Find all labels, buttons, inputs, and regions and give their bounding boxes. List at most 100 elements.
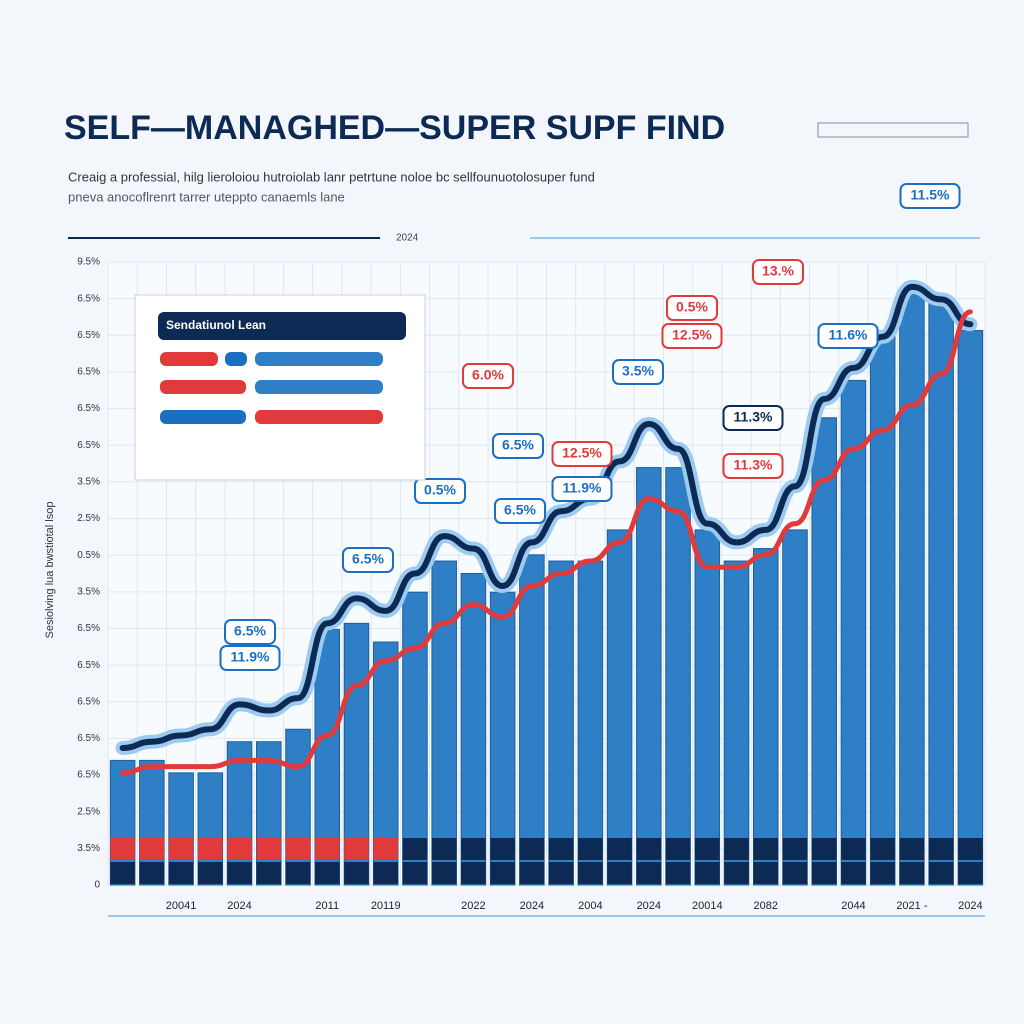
bar xyxy=(489,591,516,886)
bar xyxy=(460,573,487,886)
line xyxy=(119,283,974,751)
bar-foot xyxy=(431,862,457,884)
callout xyxy=(899,183,961,209)
x-tick-label: 20014 xyxy=(692,900,723,912)
y-tick-label: 6.5% xyxy=(77,440,100,451)
bar-foot xyxy=(724,862,749,884)
bar-base xyxy=(578,838,603,860)
callout-label: 11.3% xyxy=(734,409,773,425)
y-tick-label: 6.5% xyxy=(77,293,100,304)
callout-label: 13.% xyxy=(762,263,794,279)
bar xyxy=(899,292,925,886)
bar-base xyxy=(753,838,779,860)
legend-swatch xyxy=(255,352,383,366)
legend-swatch xyxy=(160,352,218,366)
callout xyxy=(752,259,804,285)
x-tick-label: 2024 xyxy=(637,900,661,912)
bar-base xyxy=(782,838,808,860)
bar-foot xyxy=(665,862,691,884)
bar-base xyxy=(607,838,632,860)
x-tick-label: 20119 xyxy=(371,900,401,912)
x-tick-label: 20041 xyxy=(166,900,197,912)
callout xyxy=(666,295,718,321)
bar-foot xyxy=(695,862,720,884)
callout xyxy=(661,323,723,349)
callout xyxy=(462,363,514,389)
y-tick-label: 0.5% xyxy=(77,550,100,561)
x-tick-label: 2024 xyxy=(520,900,544,912)
bar-base xyxy=(490,838,515,860)
bar xyxy=(840,379,867,886)
callout-label: 6.0% xyxy=(472,367,504,383)
bar-foot xyxy=(870,862,895,884)
bar-base xyxy=(461,838,486,860)
bar xyxy=(606,529,633,886)
bar-foot xyxy=(519,862,545,884)
bar xyxy=(957,330,984,886)
y-tick-label: 6.5% xyxy=(77,660,100,671)
bar-base xyxy=(958,838,983,860)
bar-foot xyxy=(198,862,223,884)
bar xyxy=(577,560,604,886)
bar-foot xyxy=(578,862,603,884)
callout-label: 3.5% xyxy=(622,363,654,379)
bar-base xyxy=(110,838,135,860)
bar xyxy=(665,467,691,886)
bar-foot xyxy=(373,862,398,884)
y-axis-title: Sesiolving lua bwstiotal lsop xyxy=(44,502,56,639)
bar-foot xyxy=(548,862,574,884)
y-tick-label: 6.5% xyxy=(77,623,100,634)
bar-base xyxy=(928,838,954,860)
callout-label: 6.5% xyxy=(352,551,384,567)
legend-swatch xyxy=(255,410,383,424)
callout xyxy=(342,547,394,573)
callout-label: 11.9% xyxy=(563,480,602,496)
bar-base xyxy=(841,838,866,860)
y-tick-label: 6.5% xyxy=(77,770,100,781)
bar-base xyxy=(198,838,223,860)
header-note: 2024 xyxy=(396,233,419,244)
bar-base xyxy=(665,838,691,860)
bar-foot xyxy=(490,862,515,884)
bar-base xyxy=(285,838,311,860)
callout-label: 0.5% xyxy=(424,482,456,498)
bar-foot xyxy=(110,862,135,884)
callout-label: 12.5% xyxy=(562,445,602,461)
bar xyxy=(226,741,253,886)
bar-foot xyxy=(314,862,340,884)
bar-base xyxy=(724,838,749,860)
bar-base xyxy=(227,838,252,860)
bar-foot xyxy=(168,862,194,884)
bar xyxy=(694,529,721,886)
y-tick-label: 3.5% xyxy=(77,586,100,597)
bar-base xyxy=(519,838,545,860)
bar-base xyxy=(373,838,398,860)
callout xyxy=(551,476,613,502)
bar-base xyxy=(402,838,428,860)
callout-label: 11.5% xyxy=(911,187,950,203)
bar-base xyxy=(636,838,662,860)
bar-foot xyxy=(139,862,165,884)
bar-base xyxy=(344,838,369,860)
y-tick-label: 3.5% xyxy=(77,843,100,854)
callout xyxy=(224,619,276,645)
legend-swatch xyxy=(160,380,246,394)
bar-base xyxy=(548,838,574,860)
callout-label: 0.5% xyxy=(676,299,708,315)
callout-label: 6.5% xyxy=(234,623,266,639)
bar-foot xyxy=(899,862,925,884)
x-tick-label: 2021 - xyxy=(896,900,928,912)
callout xyxy=(612,359,664,385)
bar-foot xyxy=(402,862,428,884)
bar-base xyxy=(899,838,925,860)
bar xyxy=(519,554,545,886)
legend-title: Sendatiunol Lean xyxy=(166,318,266,332)
bar xyxy=(782,529,808,886)
bar-base xyxy=(811,838,837,860)
callout xyxy=(492,433,544,459)
y-tick-label: 6.5% xyxy=(77,733,100,744)
y-tick-label: 2.5% xyxy=(77,513,100,524)
y-tick-label: 6.5% xyxy=(77,367,100,378)
chart-title: SELF—MANAGHED—SUPER SUPF FIND xyxy=(64,109,725,147)
